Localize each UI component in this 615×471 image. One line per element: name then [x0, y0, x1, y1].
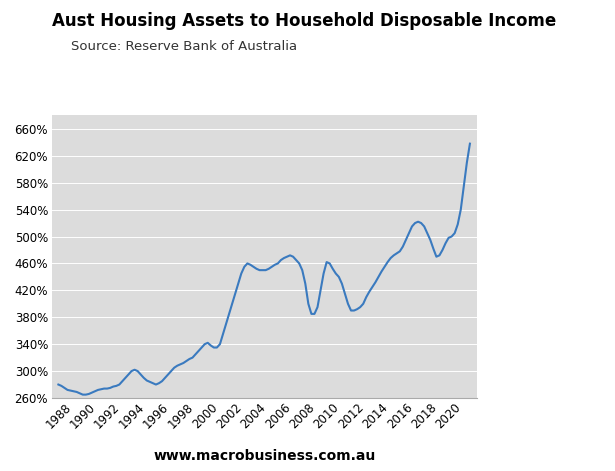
- Text: Source: Reserve Bank of Australia: Source: Reserve Bank of Australia: [71, 40, 297, 53]
- Text: MACRO: MACRO: [506, 22, 586, 41]
- Text: BUSINESS: BUSINESS: [503, 57, 589, 72]
- Text: Aust Housing Assets to Household Disposable Income: Aust Housing Assets to Household Disposa…: [52, 12, 557, 30]
- Text: www.macrobusiness.com.au: www.macrobusiness.com.au: [153, 448, 376, 463]
